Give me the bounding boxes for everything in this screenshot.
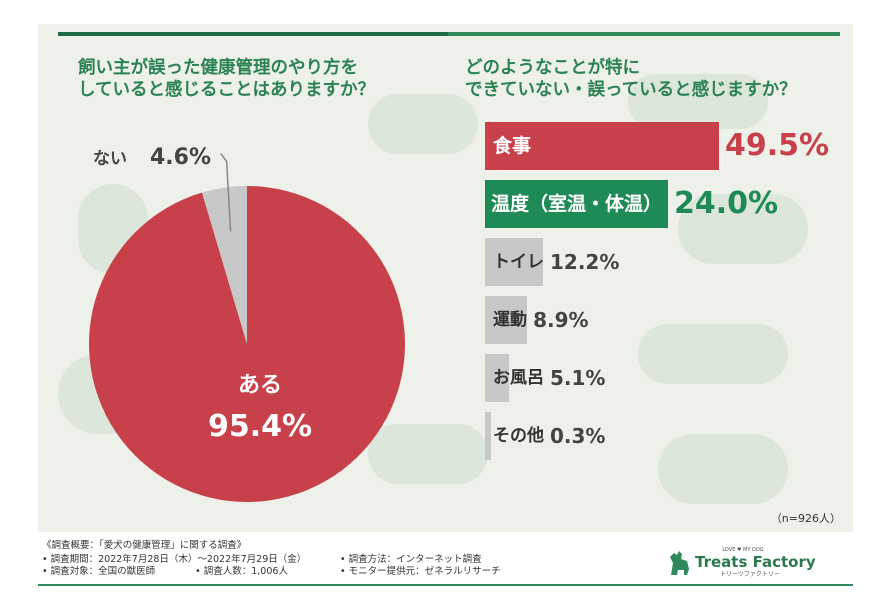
- footer-count: • 調査人数：1,006人: [195, 566, 288, 577]
- bar-category-label: 運動: [493, 310, 527, 330]
- footer-provider: • モニター提供元：ゼネラルリサーチ: [340, 566, 501, 577]
- pie-slice-yes: [89, 186, 406, 502]
- left-chart-title: 飼い主が誤った健康管理のやり方を していると感じることはありますか？: [78, 57, 375, 101]
- pie-chart: ない 4.6% ある 95.4%: [89, 145, 406, 502]
- pie-label-yes: ある: [238, 373, 282, 398]
- pie-value-no: 4.6%: [150, 145, 211, 170]
- bottom-accent-line: [38, 584, 853, 586]
- bg-dog-silhouette: [368, 94, 478, 154]
- bar-value-label: 5.1%: [550, 366, 606, 390]
- footer-method: • 調査方法：インターネット調査: [340, 554, 482, 565]
- bg-dog-silhouette: [638, 324, 788, 384]
- right-title-line-2: できていない・誤っていると感じますか？: [465, 80, 797, 100]
- bg-dog-silhouette: [658, 434, 788, 504]
- bar-value-label: 12.2%: [550, 250, 620, 274]
- bg-dog-silhouette: [628, 74, 768, 129]
- bar: [485, 296, 528, 344]
- logo-tagline: LOVE ♥ MY DOG: [722, 547, 763, 553]
- bar-row: トイレ 12.2%: [485, 238, 845, 286]
- bar-category-label: トイレ: [493, 252, 544, 272]
- top-accent-line: [58, 32, 840, 36]
- bar-row: その他 0.3%: [485, 412, 845, 460]
- bar-value-label: 8.9%: [533, 308, 589, 332]
- logo-subname: トリーツファクトリー: [720, 571, 780, 578]
- bar-row: お風呂 5.1%: [485, 354, 845, 402]
- dog-logo-icon: [670, 551, 689, 575]
- footer-right-col: • 調査方法：インターネット調査 • モニター提供元：ゼネラルリサーチ: [340, 554, 501, 578]
- bar-row: 温度（室温・体温） 24.0%: [485, 180, 845, 228]
- bar-row: 食事 49.5%: [485, 122, 845, 170]
- logo-name: Treats Factory: [695, 553, 816, 571]
- bar: [485, 238, 543, 286]
- bar-category-label: 食事: [493, 135, 532, 157]
- left-title-line-1: 飼い主が誤った健康管理のやり方を: [78, 58, 358, 78]
- right-title-line-1: どのようなことが特に: [465, 58, 640, 78]
- bar-value-label: 0.3%: [550, 424, 606, 448]
- leader-line-no: [220, 152, 232, 232]
- bar-row: 運動 8.9%: [485, 296, 845, 344]
- bar-category-label: その他: [493, 426, 544, 446]
- bar-category-label: 温度（室温・体温）: [485, 180, 669, 228]
- bg-dog-silhouette: [678, 194, 808, 264]
- sample-size-note: （n=926人）: [770, 512, 841, 525]
- bar-value-label: 24.0%: [674, 186, 779, 221]
- right-chart-title: どのようなことが特に できていない・誤っていると感じますか？: [465, 57, 797, 101]
- pie-label-no: ない: [93, 149, 127, 169]
- infographic-panel: 飼い主が誤った健康管理のやり方を していると感じることはありますか？ どのような…: [38, 24, 853, 532]
- footer-period: • 調査期間：2022年7月28日（木）〜2022年7月29日（金）: [42, 554, 307, 565]
- bar: [485, 354, 510, 402]
- treats-factory-logo: LOVE ♥ MY DOG Treats Factory トリーツファクトリー: [665, 545, 840, 579]
- footer-survey-title: 《調査概要：「愛犬の健康管理」に関する調査》: [42, 540, 247, 551]
- bar-category-label: お風呂: [493, 368, 544, 388]
- footer-target: • 調査対象：全国の獣医師 • 調査人数：1,006人: [42, 566, 288, 577]
- bar: [485, 122, 719, 170]
- pie-value-yes: 95.4%: [208, 409, 312, 444]
- bar-value-label: 49.5%: [725, 128, 830, 163]
- pie-slice-no: [201, 186, 247, 344]
- left-title-line-2: していると感じることはありますか？: [78, 80, 375, 100]
- footer-left-col: • 調査期間：2022年7月28日（木）〜2022年7月29日（金） • 調査対…: [42, 554, 306, 578]
- bar: [485, 412, 491, 460]
- bg-dog-silhouette: [368, 424, 488, 484]
